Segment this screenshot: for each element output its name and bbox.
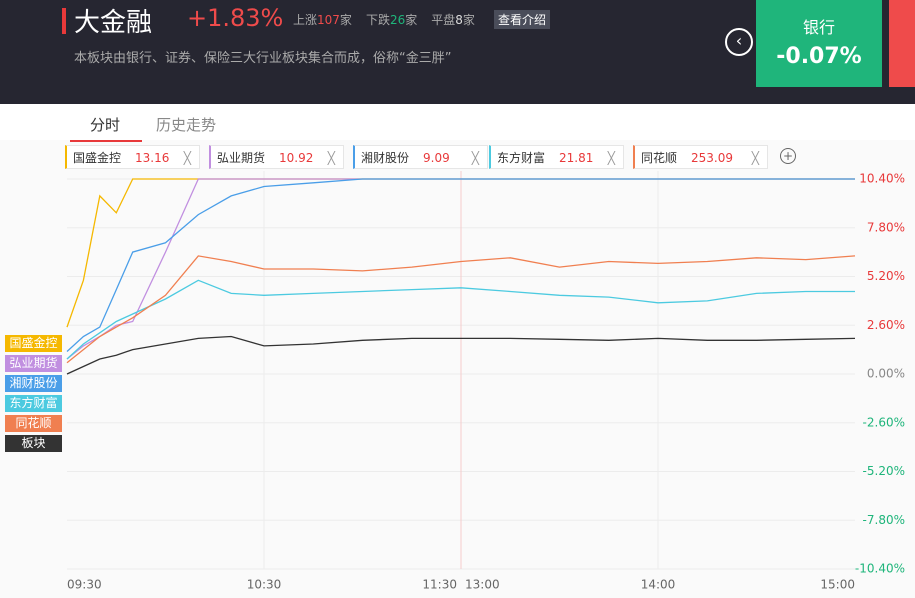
y-tick-label: 0.00%	[867, 367, 905, 381]
add-button[interactable]: +	[780, 148, 796, 164]
sector-title: 大金融	[74, 8, 153, 38]
chip-name: 弘业期货	[217, 151, 266, 165]
chip-price: 13.16	[135, 151, 170, 165]
chip-close[interactable]: ╳	[183, 151, 191, 165]
chip-close[interactable]: ╳	[327, 151, 335, 165]
legend-item: 弘业期货	[5, 355, 62, 372]
legend-item: 东方财富	[5, 395, 62, 412]
y-tick-label: -2.60%	[863, 415, 905, 429]
side-card-name: 银行	[802, 18, 835, 37]
stock-chip[interactable]: 湘财股份 9.09 ╳	[353, 145, 488, 169]
stat-count: 26	[389, 13, 406, 27]
legend-item: 国盛金控	[5, 335, 62, 352]
plot-background	[0, 171, 915, 598]
stat-unit: 家	[462, 13, 475, 27]
chip-price: 9.09	[423, 151, 450, 165]
y-tick-label: 7.80%	[867, 220, 905, 234]
y-tick-label: 2.60%	[867, 318, 905, 332]
stat-label: 上涨	[293, 13, 318, 27]
legend-item: 同花顺	[5, 415, 62, 432]
x-tick-label: 11:30	[422, 578, 457, 592]
y-tick-label: 5.20%	[867, 269, 905, 283]
stock-chip[interactable]: 同花顺 253.09 ╳	[633, 145, 768, 169]
chip-close[interactable]: ╳	[607, 151, 615, 165]
x-tick-label: 15:00	[820, 578, 855, 592]
legend-item: 湘财股份	[5, 375, 62, 392]
stock-chip[interactable]: 国盛金控 13.16 ╳	[65, 145, 200, 169]
legend-item: 板块	[5, 435, 62, 452]
y-tick-label: -5.20%	[863, 464, 905, 478]
stat-label: 平盘	[431, 13, 456, 27]
y-tick-label: 10.40%	[859, 172, 905, 186]
x-tick-label: 09:30	[67, 578, 102, 592]
sector-change: +1.83%	[187, 4, 284, 32]
chip-price: 10.92	[279, 151, 314, 165]
side-card-change: -0.07%	[776, 44, 862, 69]
x-tick-label: 14:00	[641, 578, 676, 592]
x-tick-label: 13:00	[465, 578, 500, 592]
stat-unit: 家	[339, 13, 352, 27]
x-tick-label: 10:30	[247, 578, 282, 592]
intro-button[interactable]: 查看介绍	[494, 10, 551, 29]
chip-name: 国盛金控	[73, 151, 122, 165]
stat-label: 下跌	[365, 13, 390, 27]
description: 本板块由银行、证券、保险三大行业板块集合而成，俗称“金三胖”	[74, 51, 452, 66]
y-tick-label: -10.40%	[855, 562, 905, 576]
stat-count: 107	[317, 13, 340, 27]
back-button[interactable]: ‹	[725, 28, 753, 56]
side-card[interactable]: 银行 -0.07%	[756, 0, 882, 87]
series-line	[66, 178, 855, 352]
stock-chip[interactable]: 东方财富 21.81 ╳	[489, 145, 624, 169]
stat-count: 8	[455, 13, 463, 27]
header: 大金融 +1.83% 上涨107家 下跌26家 平盘8家 查看介绍 本板块由银行、证…	[0, 0, 915, 104]
chip-price: 253.09	[691, 151, 734, 165]
y-tick-label: -7.80%	[863, 513, 905, 527]
chip-price: 21.81	[559, 151, 594, 165]
series-line	[66, 335, 856, 375]
stat-unit: 家	[405, 13, 418, 27]
next-card[interactable]	[889, 0, 915, 87]
series-line	[66, 279, 855, 360]
chip-name: 东方财富	[497, 151, 546, 165]
chip-close[interactable]: ╳	[471, 151, 479, 165]
tab-bar: 分时 历史走势	[0, 104, 915, 142]
chip-name: 同花顺	[641, 151, 678, 165]
tab-active[interactable]: 分时	[90, 116, 121, 134]
chip-close[interactable]: ╳	[751, 151, 759, 165]
chip-name: 湘财股份	[361, 151, 410, 165]
tab-underline	[70, 140, 142, 142]
series-line	[66, 255, 856, 364]
stats: 上涨107家 下跌26家 平盘8家	[293, 11, 489, 28]
tab[interactable]: 历史走势	[156, 116, 217, 134]
accent-bar	[62, 8, 66, 34]
stock-chip[interactable]: 弘业期货 10.92 ╳	[209, 145, 344, 169]
